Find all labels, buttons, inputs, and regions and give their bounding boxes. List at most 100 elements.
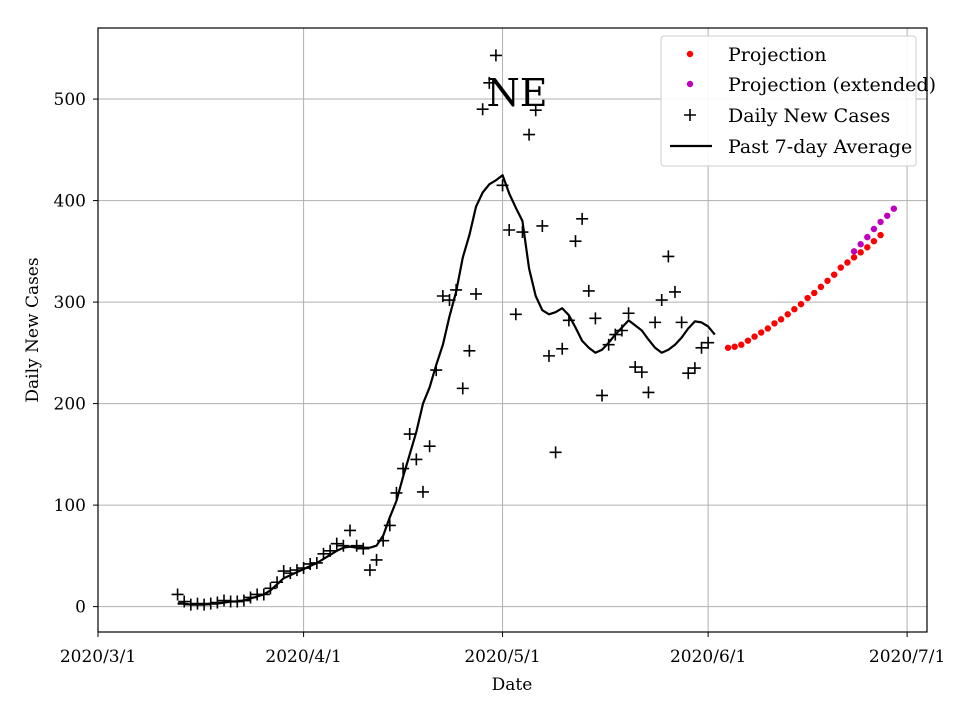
y-tick-label: 200	[54, 395, 86, 415]
y-tick-label: 300	[54, 293, 86, 313]
daily-case-point	[423, 440, 436, 453]
projection-point	[744, 337, 752, 344]
projection-point	[791, 305, 798, 313]
projection-point	[817, 283, 825, 291]
daily-case-point	[443, 294, 456, 307]
projection-point	[844, 259, 851, 266]
daily-case-point	[237, 594, 250, 607]
daily-case-point	[290, 564, 303, 577]
daily-case-point	[622, 307, 635, 320]
daily-case-point	[635, 366, 648, 379]
legend-marker-projection	[686, 50, 694, 58]
daily-case-point	[456, 382, 469, 395]
projection-point	[870, 237, 878, 245]
x-axis-label: Date	[492, 675, 533, 695]
legend-label-projection: Projection	[728, 44, 826, 66]
daily-case-point	[363, 564, 376, 577]
projection-point	[857, 249, 864, 256]
projection-point	[738, 341, 745, 348]
daily-case-point	[178, 595, 191, 608]
legend: Projection Projection (extended) Daily N…	[660, 35, 936, 167]
projection-extended-point	[857, 241, 864, 248]
daily-case-point	[483, 76, 496, 89]
daily-case-point	[523, 128, 536, 141]
daily-case-point	[529, 104, 542, 117]
daily-case-point	[596, 389, 609, 402]
daily-case-point	[542, 349, 555, 362]
projection-extended-point	[870, 225, 878, 233]
daily-case-point	[562, 314, 575, 327]
daily-case-point	[688, 362, 701, 375]
daily-case-point	[337, 539, 350, 552]
daily-case-point	[191, 597, 204, 610]
projection-extended-point	[884, 212, 891, 219]
legend-label-past-7day-average: Past 7-day Average	[728, 136, 912, 158]
series-projection-extended	[850, 205, 898, 255]
daily-case-point	[675, 316, 688, 329]
projection-point	[850, 254, 858, 261]
daily-case-point	[582, 284, 595, 297]
legend-label-projection-extended: Projection (extended)	[728, 74, 936, 96]
daily-case-point	[416, 485, 429, 498]
y-tick-label: 400	[54, 192, 86, 212]
projection-point	[804, 294, 811, 302]
x-tick-label: 2020/4/1	[265, 647, 341, 667]
daily-case-point	[509, 308, 522, 321]
daily-case-point	[629, 361, 642, 374]
y-tick-label: 500	[54, 90, 86, 110]
projection-extended-point	[864, 233, 871, 241]
projection-point	[837, 264, 844, 271]
daily-case-point	[702, 336, 715, 349]
legend-box	[660, 35, 917, 167]
daily-case-point	[642, 386, 655, 399]
daily-case-point	[218, 594, 231, 607]
daily-case-point	[257, 588, 270, 601]
projection-extended-point	[890, 205, 898, 212]
daily-case-point	[450, 283, 463, 296]
projection-extended-point	[850, 248, 858, 255]
daily-case-point	[297, 562, 310, 575]
daily-case-point	[324, 544, 337, 557]
y-axis-ticks: 0 100 200 300 400 500	[54, 90, 98, 618]
projection-point	[830, 271, 838, 278]
daily-case-point	[470, 287, 483, 300]
daily-case-point	[383, 519, 396, 532]
daily-case-point	[463, 344, 476, 357]
daily-case-point	[264, 582, 277, 595]
daily-case-point	[668, 285, 681, 298]
daily-case-point	[370, 553, 383, 566]
daily-case-point	[397, 462, 410, 475]
projection-point	[811, 289, 818, 297]
projection-point	[777, 316, 785, 323]
projection-point	[784, 311, 791, 318]
daily-case-point	[403, 428, 416, 441]
daily-case-point	[589, 312, 602, 325]
daily-case-point	[503, 224, 516, 237]
daily-case-point	[410, 453, 423, 466]
projection-point	[797, 300, 805, 308]
daily-case-point	[615, 324, 628, 337]
projection-point	[824, 277, 831, 284]
daily-case-point	[184, 598, 197, 611]
projection-point	[864, 244, 871, 251]
average-line	[177, 174, 716, 606]
daily-case-point	[198, 598, 211, 611]
series-projection	[724, 231, 884, 351]
chart-title: NE	[487, 71, 548, 115]
daily-case-point	[357, 542, 370, 555]
daily-case-point	[436, 289, 449, 302]
legend-marker-daily-new-cases	[684, 109, 696, 121]
x-tick-label: 2020/5/1	[464, 647, 540, 667]
daily-case-point	[171, 588, 184, 601]
projection-point	[771, 320, 778, 327]
daily-case-point	[377, 534, 390, 547]
daily-case-point	[271, 576, 284, 589]
daily-case-point	[536, 219, 549, 232]
daily-case-point	[682, 367, 695, 380]
daily-case-point	[649, 316, 662, 329]
x-tick-label: 2020/7/1	[869, 647, 945, 667]
daily-case-point	[231, 595, 244, 608]
x-tick-label: 2020/3/1	[60, 647, 136, 667]
daily-case-point	[304, 557, 317, 570]
